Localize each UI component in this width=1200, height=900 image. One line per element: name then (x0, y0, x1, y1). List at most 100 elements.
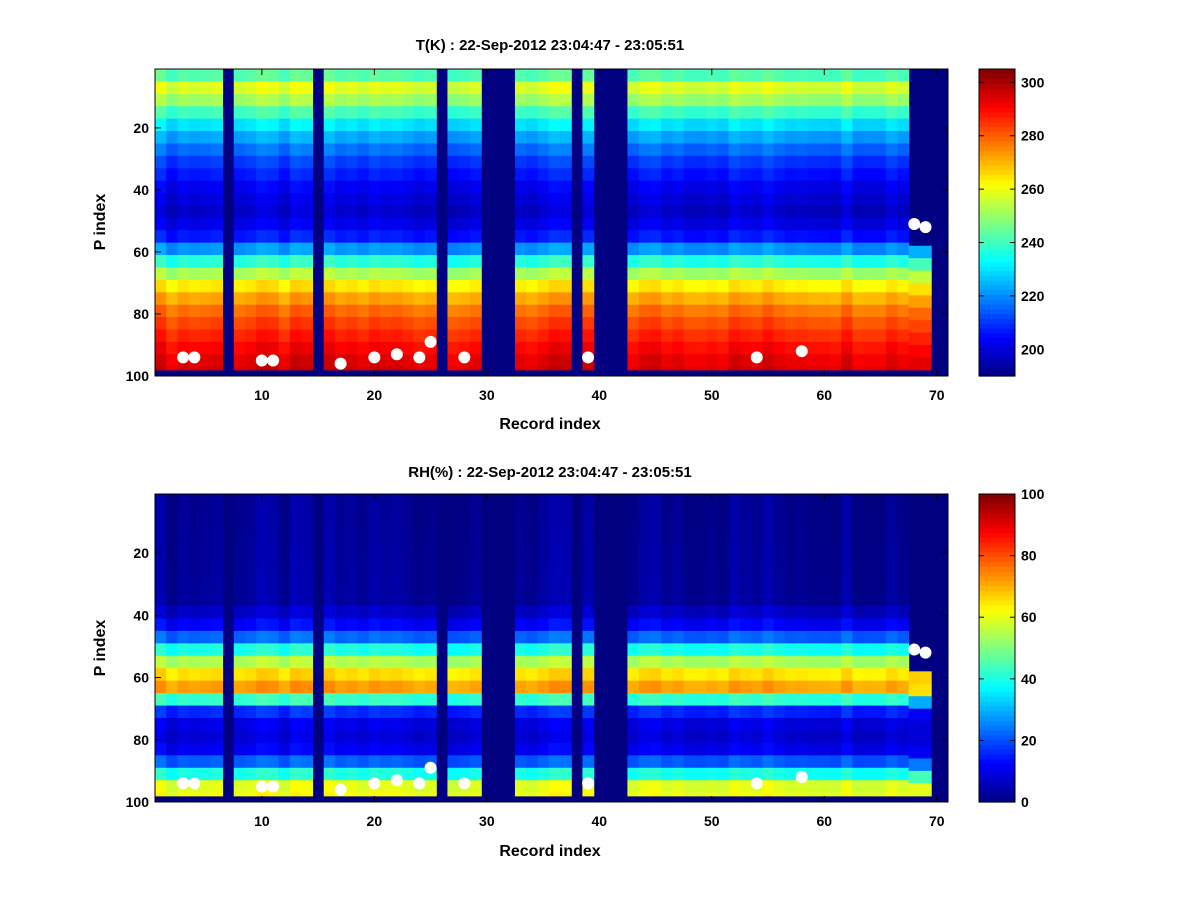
heatmap-cell (469, 518, 482, 532)
heatmap-cell (346, 180, 359, 194)
heatmap-cell (244, 494, 257, 508)
heatmap-cell (661, 705, 674, 719)
heatmap-cell (233, 780, 246, 794)
heatmap-cell (897, 556, 910, 570)
heatmap-cell (829, 93, 842, 107)
colorbar-segment (979, 227, 1015, 233)
heatmap-cell (278, 143, 291, 157)
heatmap-cell (188, 69, 201, 83)
heatmap-cell (818, 304, 831, 318)
heatmap-cell (233, 168, 246, 182)
heatmap-cell (368, 230, 381, 244)
heatmap-cell (402, 131, 415, 145)
heatmap-cell (447, 317, 460, 331)
heatmap-cell (559, 242, 572, 256)
heatmap-cell (514, 643, 527, 657)
heatmap-cell (548, 180, 561, 194)
heatmap-cell (762, 143, 775, 157)
heatmap-cell (199, 69, 212, 83)
heatmap-cell (278, 131, 291, 145)
heatmap-cell (796, 168, 808, 182)
heatmap-cell (818, 230, 831, 244)
record-column-62 (841, 494, 853, 797)
colorbar-segment (979, 155, 1015, 161)
heatmap-cell (818, 767, 831, 781)
heatmap-cell (211, 242, 224, 256)
heatmap-cell (829, 341, 842, 355)
heatmap-cell (402, 730, 415, 744)
heatmap-cell (166, 267, 179, 281)
heatmap-cell (784, 593, 797, 607)
heatmap-cell (289, 730, 302, 744)
heatmap-cell (863, 329, 876, 343)
heatmap-cell (559, 255, 572, 269)
heatmap-cell (784, 168, 797, 182)
heatmap-cell (694, 230, 707, 244)
heatmap-cell (672, 568, 685, 582)
heatmap-cell (559, 341, 572, 355)
heatmap-cell (728, 693, 741, 707)
heatmap-cell (514, 531, 527, 545)
heatmap-cell (188, 630, 201, 644)
heatmap-cell (559, 69, 572, 83)
heatmap-cell (582, 118, 595, 132)
heatmap-cell (469, 531, 482, 545)
heatmap-cell (672, 606, 685, 620)
heatmap-cell (762, 366, 775, 371)
heatmap-cell (638, 581, 651, 595)
heatmap-cell (413, 518, 426, 532)
heatmap-cell (807, 118, 820, 132)
heatmap-cell (424, 131, 437, 145)
heatmap-cell (323, 81, 336, 95)
heatmap-cell (177, 168, 190, 182)
heatmap-cell (402, 792, 415, 797)
heatmap-cell (863, 705, 876, 719)
colorbar-tick-label: 80 (1021, 548, 1037, 564)
heatmap-cell (627, 217, 640, 231)
heatmap-cell (818, 494, 831, 508)
heatmap-cell (548, 494, 561, 508)
surface-point (919, 221, 932, 234)
colorbar-segment (979, 88, 1015, 94)
heatmap-cell (334, 655, 347, 669)
heatmap-cell (379, 230, 392, 244)
heatmap-cell (346, 93, 359, 107)
heatmap-cell (166, 354, 179, 368)
heatmap-cell (357, 366, 370, 371)
heatmap-cell (244, 230, 257, 244)
heatmap-cell (874, 242, 887, 256)
colorbar-segment (979, 744, 1015, 750)
heatmap-cell (155, 767, 167, 781)
heatmap-cell (469, 242, 482, 256)
heatmap-cell (728, 618, 741, 632)
heatmap-cell (199, 329, 212, 343)
heatmap-cell (627, 518, 640, 532)
heatmap-cell (908, 357, 921, 371)
heatmap-cell (357, 131, 370, 145)
heatmap-cell (469, 118, 482, 132)
heatmap-cell (852, 668, 865, 682)
heatmap-cell (683, 366, 696, 371)
heatmap-cell (739, 279, 752, 293)
heatmap-cell (638, 780, 651, 794)
heatmap-cell (919, 770, 932, 784)
heatmap-cell (256, 543, 269, 557)
colorbar-segment (979, 527, 1015, 534)
heatmap-cell (537, 668, 550, 682)
heatmap-cell (649, 193, 662, 207)
heatmap-cell (852, 494, 865, 508)
heatmap-cell (368, 718, 381, 732)
heatmap-cell (278, 292, 291, 306)
heatmap-cell (323, 329, 336, 343)
heatmap-cell (289, 531, 302, 545)
heatmap-cell (841, 155, 853, 169)
heatmap-cell (233, 568, 246, 582)
heatmap-cell (739, 606, 752, 620)
heatmap-cell (559, 329, 572, 343)
heatmap-cell (638, 143, 651, 157)
heatmap-cell (728, 217, 741, 231)
heatmap-cell (368, 329, 381, 343)
heatmap-cell (334, 255, 347, 269)
heatmap-cell (323, 593, 336, 607)
heatmap-cell (683, 693, 696, 707)
